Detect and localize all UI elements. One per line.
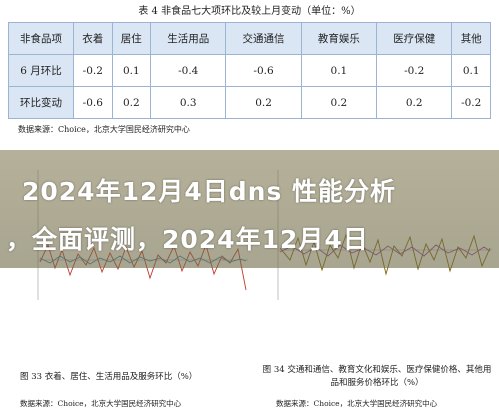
table-cell: 0.2 [376, 86, 453, 119]
table-cell: 衣着 [73, 22, 113, 55]
table-cell: 医疗保健 [376, 22, 453, 55]
table-cell: 教育娱乐 [300, 22, 378, 55]
table-cell: 0.2 [300, 86, 378, 119]
table-cell: -0.2 [376, 54, 453, 87]
table-cell: -0.4 [150, 54, 227, 87]
table-cell: 环比变动 [8, 86, 74, 119]
table-cell: 居住 [111, 22, 152, 55]
table-cell: 0.1 [111, 54, 152, 87]
table-cell: -0.6 [225, 54, 302, 87]
figure-caption: 图 34 交通和通信、教育文化和娱乐、医疗保健价格、其他用品和服务价格环比（%） [262, 365, 492, 388]
table-cell: 其他 [451, 22, 491, 55]
table-cell: -0.2 [73, 54, 113, 87]
data-table: 非食品项 衣着 居住 生活用品 交通通信 教育娱乐 医疗保健 其他 6 月环比 -0.2 0.1 -0… [8, 22, 491, 119]
table-row: 非食品项 衣着 居住 生活用品 交通通信 教育娱乐 医疗保健 其他 [8, 22, 491, 55]
table-cell: 0.1 [451, 54, 491, 87]
table-cell: 0.2 [225, 86, 302, 119]
table-cell: 6 月环比 [8, 54, 74, 87]
figure-source: 数据来源：Choice，北京大学国民经济研究中心 [20, 399, 182, 408]
table-row: 环比变动 -0.6 0.2 0.3 0.2 0.2 0.2 -0.2 [8, 86, 491, 119]
table-row: 6 月环比 -0.2 0.1 -0.4 -0.6 0.1 -0.2 0.1 [8, 54, 491, 87]
table-cell: 非食品项 [8, 22, 74, 55]
table-cell: 生活用品 [150, 22, 227, 55]
table-cell: 0.3 [150, 86, 227, 119]
table-cell: 交通通信 [225, 22, 302, 55]
table-cell: 0.1 [300, 54, 378, 87]
table-cell: 0.2 [111, 86, 152, 119]
figure-caption: 图 33 衣着、居住、生活用品及服务环比（%） [20, 372, 198, 382]
figure-source: 数据来源：Choice，北京大学国民经济研究中心 [276, 399, 438, 408]
table-title: 表 4 非食品七大项环比及较上月变动（单位：%） [138, 6, 361, 17]
overlay-title-line: 2024年12月4日dns 性能分析 [22, 177, 397, 206]
table-source: 数据来源：Choice，北京大学国民经济研究中心 [18, 125, 190, 134]
overlay-band: 2024年12月4日dns 性能分析 ，全面评测，2024年12月4日 [0, 150, 499, 268]
table-cell: -0.6 [73, 86, 113, 119]
overlay-title-line: ，全面评测，2024年12月4日 [6, 225, 369, 254]
table-cell: -0.2 [451, 86, 491, 119]
